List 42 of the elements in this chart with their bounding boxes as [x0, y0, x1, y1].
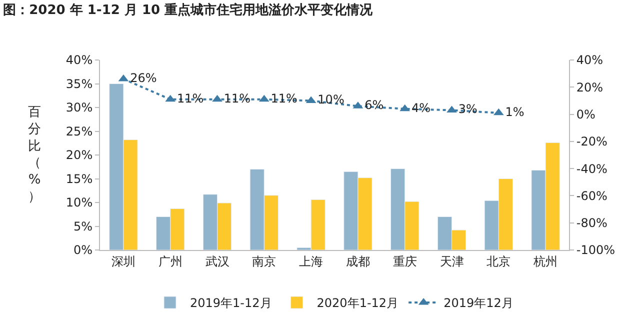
- legend-label: 2019年1-12月: [190, 296, 272, 310]
- x-tick-label: 广州: [158, 254, 182, 268]
- data-label: 6%: [364, 98, 384, 112]
- x-tick-label: 南京: [252, 254, 276, 268]
- data-label: 11%: [270, 91, 298, 106]
- y2-tick-label: 0%: [576, 107, 596, 122]
- y-tick-label: 40%: [66, 53, 93, 68]
- y-tick-label: 20%: [66, 148, 93, 162]
- data-label: 11%: [224, 91, 251, 106]
- x-tick-label: 杭州: [532, 254, 558, 268]
- y-axis-title: 百分比（%）: [28, 105, 41, 204]
- legend-label: 2020年1-12月: [316, 296, 399, 310]
- data-label: 1%: [505, 104, 524, 119]
- y2-tick-label: 40%: [576, 53, 604, 68]
- x-tick-label: 深圳: [111, 254, 136, 268]
- data-label: 3%: [458, 102, 478, 116]
- x-tick-label: 上海: [299, 254, 324, 268]
- x-tick-label: 成都: [346, 254, 370, 268]
- data-label: 4%: [411, 100, 431, 115]
- y-tick-label: 5%: [74, 219, 93, 234]
- legend-label: 2019年12月: [444, 296, 514, 310]
- x-tick-label: 武汉: [205, 254, 230, 268]
- y-tick-label: 15%: [66, 172, 93, 186]
- y2-tick-label: -60%: [576, 188, 608, 203]
- data-label: 11%: [176, 91, 204, 106]
- y-tick-label: 35%: [66, 76, 93, 91]
- y-tick-label: 0%: [74, 243, 93, 258]
- x-tick-label: 北京: [486, 254, 511, 268]
- y2-tick-label: -20%: [576, 134, 608, 149]
- data-label: 26%: [130, 71, 157, 85]
- y2-tick-label: -40%: [576, 162, 608, 176]
- y-tick-label: 25%: [66, 124, 93, 138]
- point: [212, 94, 222, 102]
- chart-title: 图：2020 年 1-12 月 10 重点城市住宅用地溢价水平变化情况: [3, 2, 374, 18]
- y2-tick-label: -80%: [576, 216, 608, 230]
- data-label: 10%: [318, 92, 344, 107]
- x-tick-label: 重庆: [392, 254, 417, 268]
- x-tick-label: 天津: [440, 254, 464, 268]
- y-tick-label: 10%: [66, 196, 93, 210]
- y-tick-label: 30%: [66, 100, 93, 115]
- y2-tick-label: -100%: [576, 243, 616, 258]
- y2-tick-label: 20%: [576, 80, 604, 94]
